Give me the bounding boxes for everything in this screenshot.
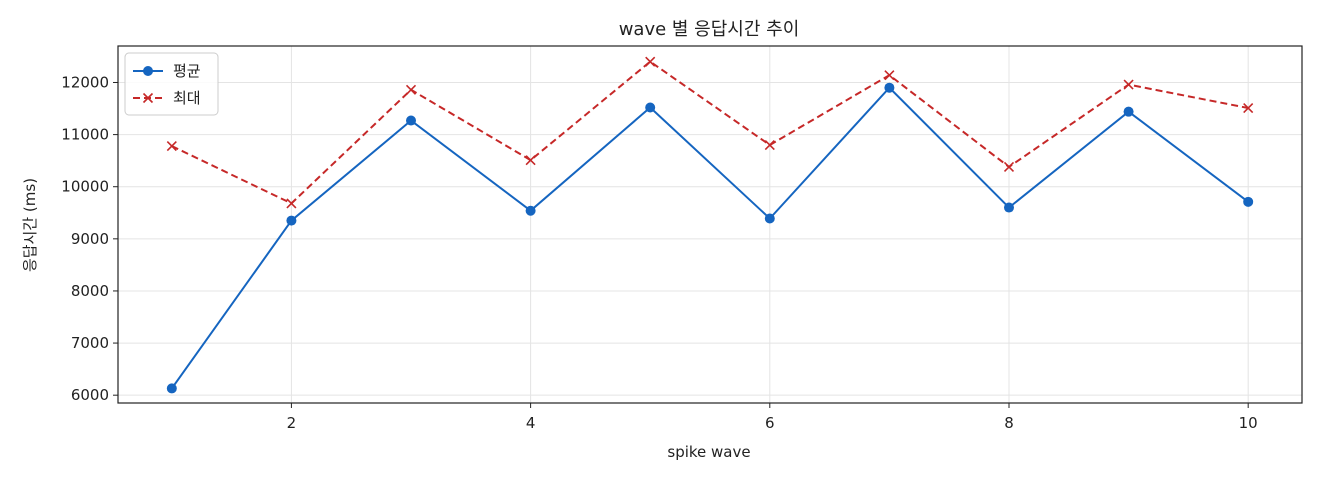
data-point bbox=[645, 102, 656, 113]
y-tick-label: 8000 bbox=[71, 282, 109, 300]
data-point bbox=[405, 84, 417, 95]
legend-entry-2: 최대 bbox=[133, 89, 201, 107]
data-point bbox=[166, 140, 177, 152]
y-tick-label: 11000 bbox=[61, 126, 109, 144]
x-axis-label: spike wave bbox=[667, 443, 750, 461]
grid bbox=[118, 46, 1302, 403]
data-point bbox=[166, 383, 177, 394]
plot-frame bbox=[117, 45, 1303, 404]
x-tick-label: 8 bbox=[1004, 414, 1014, 432]
series-1 bbox=[166, 82, 1254, 394]
chart-title: wave 별 응답시간 추이 bbox=[619, 19, 800, 40]
data-point bbox=[1243, 196, 1254, 207]
x-tick-label: 6 bbox=[765, 414, 775, 432]
x-tick-label: 10 bbox=[1239, 414, 1258, 432]
data-point bbox=[884, 70, 895, 81]
data-point bbox=[1003, 202, 1014, 213]
data-point bbox=[1123, 79, 1134, 90]
y-tick-label: 9000 bbox=[71, 230, 109, 248]
data-point bbox=[884, 82, 895, 93]
data-point bbox=[525, 205, 536, 216]
series-layer bbox=[166, 56, 1254, 394]
data-point bbox=[286, 198, 297, 209]
data-point bbox=[1003, 161, 1015, 172]
legend-marker bbox=[142, 92, 154, 104]
legend-box bbox=[124, 52, 219, 116]
legend-marker bbox=[143, 66, 153, 76]
legend-entry-1: 평균 bbox=[133, 62, 201, 80]
data-point bbox=[1243, 102, 1254, 114]
y-tick-label: 6000 bbox=[71, 386, 109, 404]
data-point bbox=[525, 155, 536, 166]
y-axis-label: 응답시간 (ms) bbox=[21, 178, 39, 272]
series-line bbox=[171, 86, 1249, 389]
x-axis: 2 4 6 8 10 bbox=[287, 403, 1258, 432]
x-tick-label: 4 bbox=[526, 414, 536, 432]
data-point bbox=[406, 115, 417, 126]
data-point bbox=[1123, 106, 1134, 117]
y-axis: 6000 7000 8000 9000 10000 11000 12000 bbox=[61, 73, 118, 404]
legend-label: 평균 bbox=[173, 62, 201, 80]
series-line bbox=[171, 60, 1249, 205]
data-point bbox=[286, 215, 297, 226]
data-point bbox=[645, 56, 656, 67]
series-2 bbox=[166, 56, 1254, 209]
x-tick-label: 2 bbox=[287, 414, 297, 432]
legend-label: 최대 bbox=[173, 89, 201, 107]
y-tick-label: 10000 bbox=[61, 178, 109, 196]
data-point bbox=[764, 139, 775, 151]
y-tick-label: 7000 bbox=[71, 334, 109, 352]
y-tick-label: 12000 bbox=[61, 73, 109, 91]
data-point bbox=[764, 213, 775, 224]
